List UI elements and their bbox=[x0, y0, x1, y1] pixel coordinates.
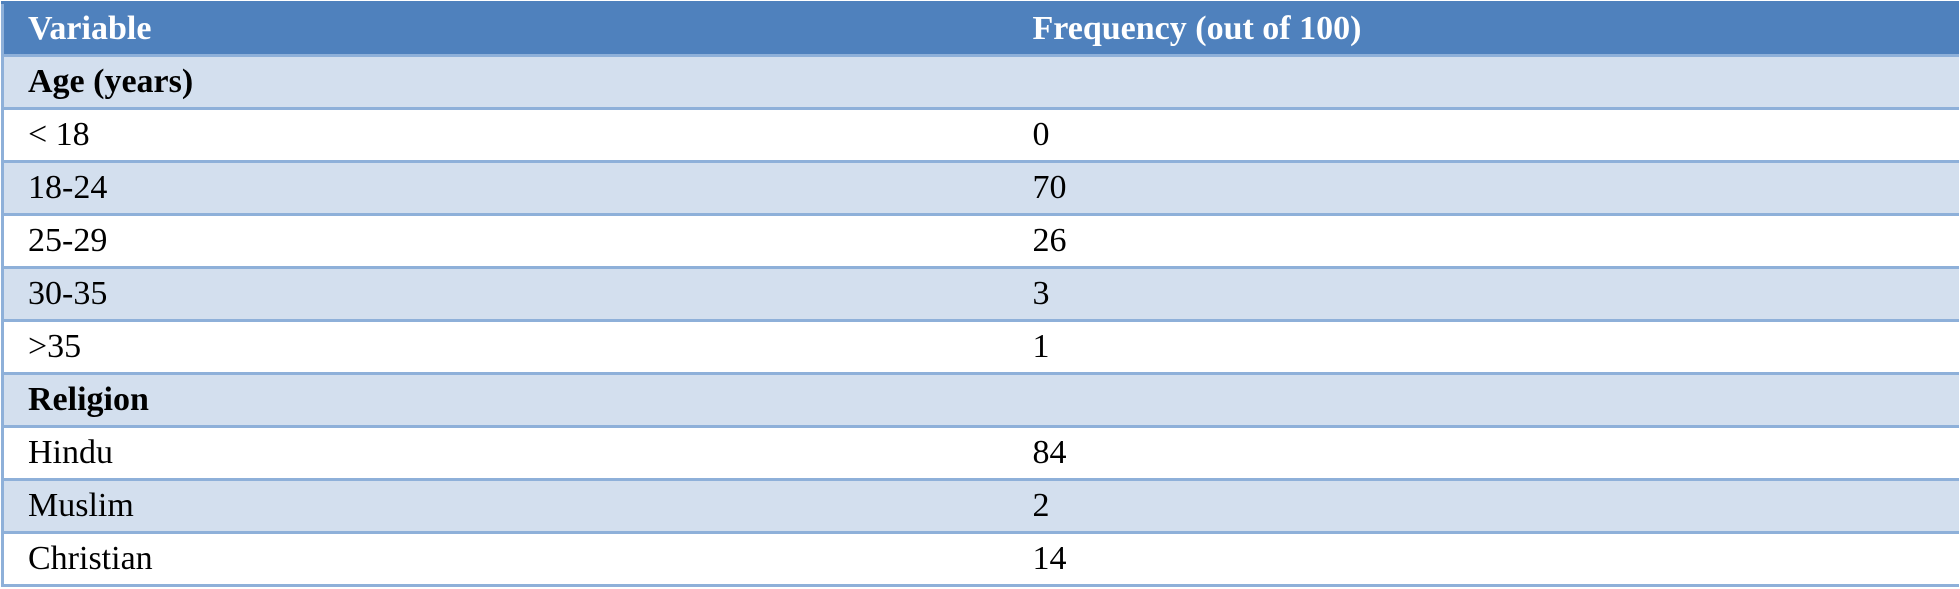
variable-cell: 18-24 bbox=[2, 160, 1009, 215]
header-row: Variable Frequency (out of 100) bbox=[2, 1, 1959, 56]
data-row: Hindu 84 bbox=[2, 425, 1959, 480]
data-row: 30-35 3 bbox=[2, 266, 1959, 321]
frequency-cell: 70 bbox=[1008, 160, 1959, 215]
header-cell: Variable bbox=[2, 1, 1009, 56]
frequency-cell: 3 bbox=[1008, 266, 1959, 321]
section-row: Religion bbox=[2, 372, 1959, 427]
variable-cell: 25-29 bbox=[2, 213, 1009, 268]
data-row: Muslim 2 bbox=[2, 478, 1959, 533]
variable-cell: >35 bbox=[2, 319, 1009, 374]
section-title: Age (years) bbox=[2, 54, 1959, 109]
variable-cell: Christian bbox=[2, 531, 1009, 586]
frequency-cell: 26 bbox=[1008, 213, 1959, 268]
frequency-cell: 2 bbox=[1008, 478, 1959, 533]
section-row: Age (years) bbox=[2, 54, 1959, 109]
header-cell: Frequency (out of 100) bbox=[1008, 1, 1959, 56]
variable-cell: < 18 bbox=[2, 107, 1009, 162]
variable-cell: 30-35 bbox=[2, 266, 1009, 321]
data-row: 25-29 26 bbox=[2, 213, 1959, 268]
variable-cell: Muslim bbox=[2, 478, 1009, 533]
frequency-cell: 14 bbox=[1008, 531, 1959, 586]
frequency-cell: 1 bbox=[1008, 319, 1959, 374]
table-body: Age (years) < 18 0 18-24 70 25-29 26 30-35 3 >35 1… bbox=[2, 54, 1959, 586]
data-row: 18-24 70 bbox=[2, 160, 1959, 215]
data-row: Christian 14 bbox=[2, 531, 1959, 586]
frequency-cell: 0 bbox=[1008, 107, 1959, 162]
frequency-cell: 84 bbox=[1008, 425, 1959, 480]
variable-cell: Hindu bbox=[2, 425, 1009, 480]
data-row: >35 1 bbox=[2, 319, 1959, 374]
section-title: Religion bbox=[2, 372, 1959, 427]
data-row: < 18 0 bbox=[2, 107, 1959, 162]
